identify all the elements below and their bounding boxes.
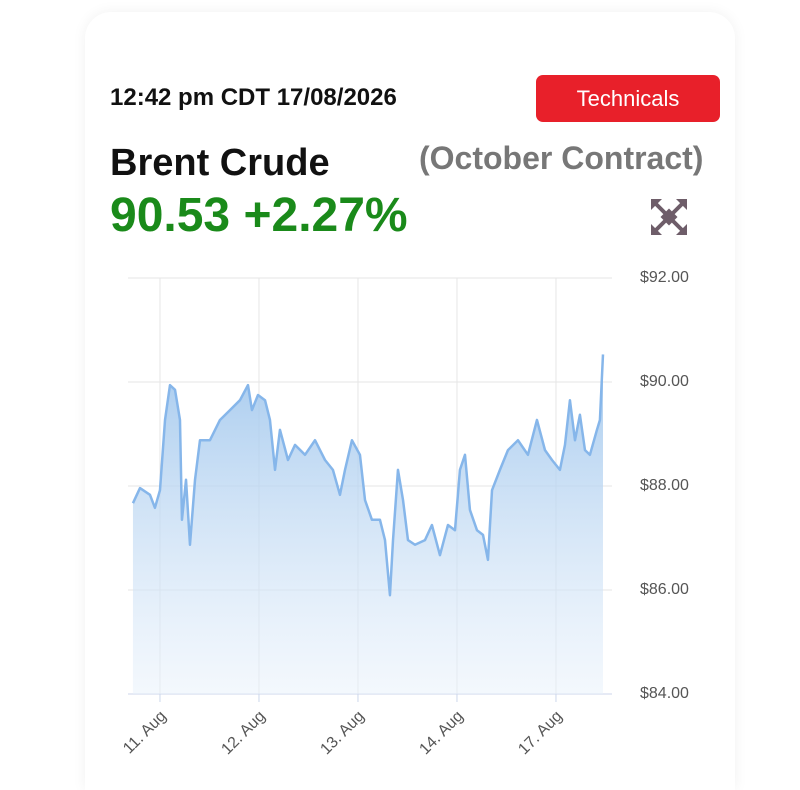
quote: 90.53 +2.27%: [110, 188, 408, 243]
technicals-button[interactable]: Technicals: [536, 75, 720, 122]
price: 90.53: [110, 189, 231, 242]
x-tick-label: 13. Aug: [317, 708, 367, 758]
line: [131, 354, 605, 597]
y-tick-label: $90.00: [640, 373, 689, 390]
timestamp: 12:42 pm CDT 17/08/2026: [110, 84, 397, 111]
x-tick-label: 12. Aug: [218, 708, 268, 758]
y-tick-label: $88.00: [640, 477, 689, 494]
x-tick-label: 11. Aug: [120, 708, 170, 758]
x-tick-label: 14. Aug: [416, 708, 466, 758]
expand-icon[interactable]: [651, 199, 687, 235]
contract: (October Contract): [419, 140, 704, 176]
y-tick-label: $86.00: [640, 581, 689, 598]
instrument-name: Brent Crude: [110, 142, 330, 184]
x-tick-label: 17. Aug: [515, 708, 565, 758]
y-tick-label: $84.00: [640, 685, 689, 702]
y-tick-label: $92.00: [640, 269, 689, 286]
area: [132, 354, 603, 694]
change: +2.27%: [243, 189, 408, 242]
